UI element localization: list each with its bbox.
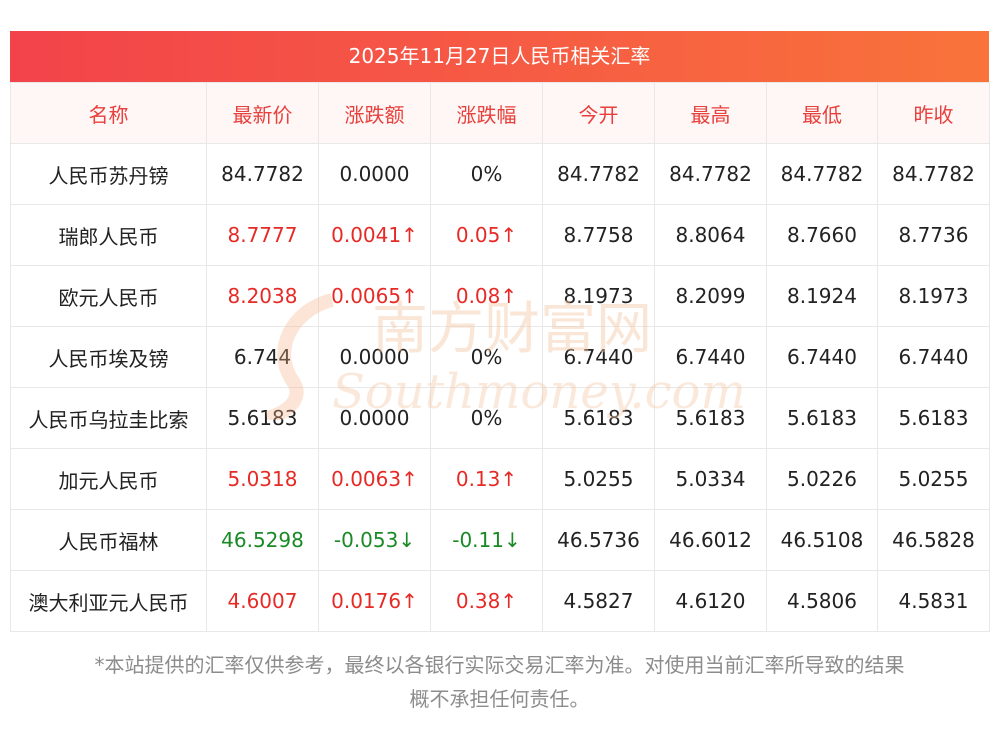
col-header-change: 涨跌额 <box>318 82 431 144</box>
cell-low: 84.7782 <box>766 143 878 205</box>
cell-latest: 6.744 <box>206 326 319 388</box>
cell-pct: 0.13↑ <box>430 448 543 510</box>
col-header-latest: 最新价 <box>206 82 319 144</box>
cell-latest: 5.6183 <box>206 387 319 449</box>
cell-low: 4.5806 <box>766 570 878 632</box>
cell-low: 5.6183 <box>766 387 878 449</box>
cell-name: 澳大利亚元人民币 <box>10 570 207 632</box>
cell-prev: 8.7736 <box>877 204 990 266</box>
cell-high: 8.2099 <box>654 265 767 327</box>
cell-change: 0.0065↑ <box>318 265 431 327</box>
cell-latest: 84.7782 <box>206 143 319 205</box>
table-row: 瑞郎人民币 8.7777 0.0041↑ 0.05↑ 8.7758 8.8064 8.766… <box>10 204 990 266</box>
cell-change: 0.0000 <box>318 143 431 205</box>
cell-open: 5.6183 <box>542 387 655 449</box>
cell-prev: 6.7440 <box>877 326 990 388</box>
cell-change: 0.0000 <box>318 387 431 449</box>
cell-low: 6.7440 <box>766 326 878 388</box>
col-header-name: 名称 <box>10 82 207 144</box>
table-row: 欧元人民币 8.2038 0.0065↑ 0.08↑ 8.1973 8.2099 8.192… <box>10 265 990 327</box>
cell-prev: 5.6183 <box>877 387 990 449</box>
table-row: 人民币福林 46.5298 -0.053↓ -0.11↓ 46.5736 46.6012 4… <box>10 509 990 571</box>
cell-name: 人民币苏丹镑 <box>10 143 207 205</box>
cell-name: 欧元人民币 <box>10 265 207 327</box>
cell-name: 瑞郎人民币 <box>10 204 207 266</box>
cell-pct: 0.38↑ <box>430 570 543 632</box>
disclaimer-line-2: 概不承担任何责任。 <box>409 687 590 711</box>
rates-table: 名称 最新价 涨跌额 涨跌幅 今开 最高 最低 昨收 人民币苏丹镑 84.7782… <box>10 82 990 632</box>
cell-change: -0.053↓ <box>318 509 431 571</box>
cell-latest: 46.5298 <box>206 509 319 571</box>
cell-high: 46.6012 <box>654 509 767 571</box>
cell-prev: 4.5831 <box>877 570 990 632</box>
cell-change: 0.0176↑ <box>318 570 431 632</box>
cell-pct: 0.08↑ <box>430 265 543 327</box>
cell-high: 5.0334 <box>654 448 767 510</box>
cell-name: 人民币乌拉圭比索 <box>10 387 207 449</box>
cell-high: 5.6183 <box>654 387 767 449</box>
table-row: 人民币乌拉圭比索 5.6183 0.0000 0% 5.6183 5.6183 5.6183… <box>10 387 990 449</box>
col-header-pct: 涨跌幅 <box>430 82 543 144</box>
cell-low: 46.5108 <box>766 509 878 571</box>
table-row: 澳大利亚元人民币 4.6007 0.0176↑ 0.38↑ 4.5827 4.6120 4.… <box>10 570 990 632</box>
cell-latest: 8.7777 <box>206 204 319 266</box>
table-row: 人民币埃及镑 6.744 0.0000 0% 6.7440 6.7440 6.7440 6.7… <box>10 326 990 388</box>
cell-open: 46.5736 <box>542 509 655 571</box>
table-row: 人民币苏丹镑 84.7782 0.0000 0% 84.7782 84.7782 84.77… <box>10 143 990 205</box>
col-header-low: 最低 <box>766 82 878 144</box>
disclaimer-note: *本站提供的汇率仅供参考，最终以各银行实际交易汇率为准。对使用当前汇率所导致的结… <box>10 648 989 716</box>
cell-name: 人民币福林 <box>10 509 207 571</box>
rates-table-container: 2025年11月27日人民币相关汇率 名称 最新价 涨跌额 涨跌幅 今开 最高 … <box>10 31 990 632</box>
col-header-high: 最高 <box>654 82 767 144</box>
cell-prev: 8.1973 <box>877 265 990 327</box>
cell-pct: 0% <box>430 387 543 449</box>
cell-low: 8.7660 <box>766 204 878 266</box>
cell-name: 人民币埃及镑 <box>10 326 207 388</box>
cell-open: 4.5827 <box>542 570 655 632</box>
cell-open: 5.0255 <box>542 448 655 510</box>
cell-change: 0.0063↑ <box>318 448 431 510</box>
col-header-open: 今开 <box>542 82 655 144</box>
cell-prev: 84.7782 <box>877 143 990 205</box>
cell-latest: 4.6007 <box>206 570 319 632</box>
cell-pct: -0.11↓ <box>430 509 543 571</box>
cell-high: 6.7440 <box>654 326 767 388</box>
cell-open: 8.7758 <box>542 204 655 266</box>
disclaimer-line-1: *本站提供的汇率仅供参考，最终以各银行实际交易汇率为准。对使用当前汇率所导致的结… <box>94 653 905 677</box>
cell-high: 4.6120 <box>654 570 767 632</box>
cell-change: 0.0041↑ <box>318 204 431 266</box>
table-row: 加元人民币 5.0318 0.0063↑ 0.13↑ 5.0255 5.0334 5.022… <box>10 448 990 510</box>
cell-open: 8.1973 <box>542 265 655 327</box>
cell-open: 84.7782 <box>542 143 655 205</box>
cell-high: 8.8064 <box>654 204 767 266</box>
cell-pct: 0% <box>430 143 543 205</box>
cell-latest: 5.0318 <box>206 448 319 510</box>
header-row: 名称 最新价 涨跌额 涨跌幅 今开 最高 最低 昨收 <box>10 82 990 144</box>
col-header-prev: 昨收 <box>877 82 990 144</box>
cell-name: 加元人民币 <box>10 448 207 510</box>
cell-prev: 5.0255 <box>877 448 990 510</box>
cell-pct: 0.05↑ <box>430 204 543 266</box>
cell-latest: 8.2038 <box>206 265 319 327</box>
cell-change: 0.0000 <box>318 326 431 388</box>
cell-prev: 46.5828 <box>877 509 990 571</box>
cell-high: 84.7782 <box>654 143 767 205</box>
cell-low: 8.1924 <box>766 265 878 327</box>
cell-pct: 0% <box>430 326 543 388</box>
table-title: 2025年11月27日人民币相关汇率 <box>10 31 989 82</box>
cell-low: 5.0226 <box>766 448 878 510</box>
cell-open: 6.7440 <box>542 326 655 388</box>
